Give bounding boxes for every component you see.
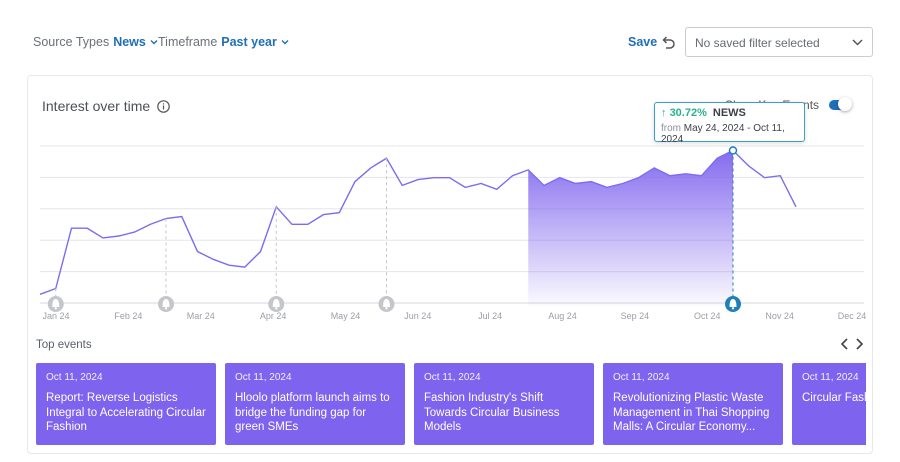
chevron-right-icon[interactable] — [855, 338, 864, 350]
x-tick-label: May 24 — [331, 311, 361, 321]
timeframe-value: Past year — [221, 35, 277, 49]
source-types-filter[interactable]: Source Types News — [33, 35, 158, 49]
tooltip-source: NEWS — [712, 107, 746, 119]
chevron-down-icon — [281, 40, 289, 45]
x-tick-label: Dec 24 — [838, 311, 867, 321]
event-title: Fashion Industry's Shift Towards Circula… — [424, 392, 560, 433]
event-title: Hloolo platform launch aims to bridge th… — [235, 392, 390, 433]
event-markers — [47, 146, 741, 312]
bell-icon-shape — [383, 299, 390, 307]
saved-filter-select[interactable]: No saved filter selected — [685, 27, 873, 57]
event-date: Oct 11, 2024 — [613, 372, 670, 383]
chevron-down-icon — [852, 39, 863, 46]
interest-chart: Jan 24 Feb 24 Mar 24 Apr 24 May 24 Jun 24 Jul … — [39, 145, 866, 321]
event-date: Oct 11, 2024 — [424, 372, 481, 383]
top-events-list: Oct 11, 2024 Report: Reverse Logistics I… — [36, 363, 866, 445]
bell-icon-clapper — [164, 307, 168, 310]
chevron-down-icon — [150, 40, 158, 45]
x-tick-label: Sep 24 — [621, 311, 650, 321]
source-types-label: Source Types — [33, 35, 110, 49]
event-card[interactable]: Oct 11, 2024 Fashion Industry's Shift To… — [414, 363, 594, 445]
bell-icon-clapper — [275, 307, 278, 310]
x-tick-label: Jun 24 — [404, 311, 431, 321]
bell-icon-clapper — [731, 307, 735, 310]
event-title: Report: Reverse Logistics Integral to Ac… — [46, 392, 206, 433]
bell-icon-shape — [162, 299, 170, 307]
chart-tooltip: ↑ 30.72% NEWS from May 24, 2024 - Oct 11… — [654, 102, 805, 145]
x-tick-label: Mar 24 — [187, 311, 215, 321]
undo-icon[interactable] — [660, 34, 676, 50]
key-events-toggle[interactable] — [829, 97, 853, 111]
event-card[interactable]: Oct 11, 2024 Hloolo platform launch aims… — [225, 363, 405, 445]
bell-icon-shape — [729, 299, 737, 307]
top-events-heading: Top events — [36, 339, 92, 351]
events-nav — [840, 338, 864, 350]
bell-icon-clapper — [385, 307, 388, 310]
x-tick-label: Nov 24 — [765, 311, 794, 321]
event-date: Oct 11, 2024 — [802, 372, 859, 383]
event-card[interactable]: Oct 11, 2024 Report: Reverse Logistics I… — [36, 363, 216, 445]
tooltip-from-label: from — [661, 123, 681, 134]
x-tick-label: Aug 24 — [548, 311, 577, 321]
x-tick-label: Jul 24 — [478, 311, 502, 321]
highlight-area — [528, 150, 733, 306]
event-title: Revolutionizing Plastic Waste Management… — [613, 392, 770, 433]
x-tick-label: Oct 24 — [694, 311, 721, 321]
active-point — [728, 146, 738, 155]
event-title: Circular Fashion failing grade — [802, 392, 866, 404]
chart-grid — [40, 145, 864, 304]
interest-over-time-card: Interest over time Show Key Events Jan 2… — [27, 75, 873, 454]
x-tick-label: Apr 24 — [260, 311, 287, 321]
filter-bar: Source Types News Timeframe Past year Sa… — [0, 0, 900, 84]
tooltip-change: ↑ 30.72% — [661, 107, 707, 119]
save-button[interactable]: Save — [628, 35, 658, 49]
bell-icon-shape — [272, 299, 280, 307]
saved-filter-value: No saved filter selected — [695, 36, 820, 50]
highlight-area-fill — [528, 150, 733, 306]
info-icon[interactable] — [157, 99, 170, 113]
event-date: Oct 11, 2024 — [46, 372, 103, 383]
x-axis-ticks: Jan 24 Feb 24 Mar 24 Apr 24 May 24 Jun 24 Jul … — [42, 311, 866, 321]
chart-title: Interest over time — [42, 98, 151, 114]
timeframe-filter[interactable]: Timeframe Past year — [158, 35, 289, 49]
bell-icon-clapper — [54, 307, 57, 310]
chart-title-row: Interest over time — [42, 98, 170, 114]
tooltip-range: May 24, 2024 - Oct 11, 2024 — [661, 123, 785, 145]
x-tick-label: Feb 24 — [114, 311, 142, 321]
chevron-left-icon[interactable] — [840, 338, 849, 350]
bell-icon-shape — [52, 299, 60, 307]
event-date: Oct 11, 2024 — [235, 372, 292, 383]
source-types-value: News — [113, 35, 146, 49]
event-card[interactable]: Oct 11, 2024 Circular Fashion failing gr… — [792, 363, 866, 445]
x-tick-label: Jan 24 — [42, 311, 69, 321]
event-card[interactable]: Oct 11, 2024 Revolutionizing Plastic Was… — [603, 363, 783, 445]
timeframe-label: Timeframe — [158, 35, 218, 49]
